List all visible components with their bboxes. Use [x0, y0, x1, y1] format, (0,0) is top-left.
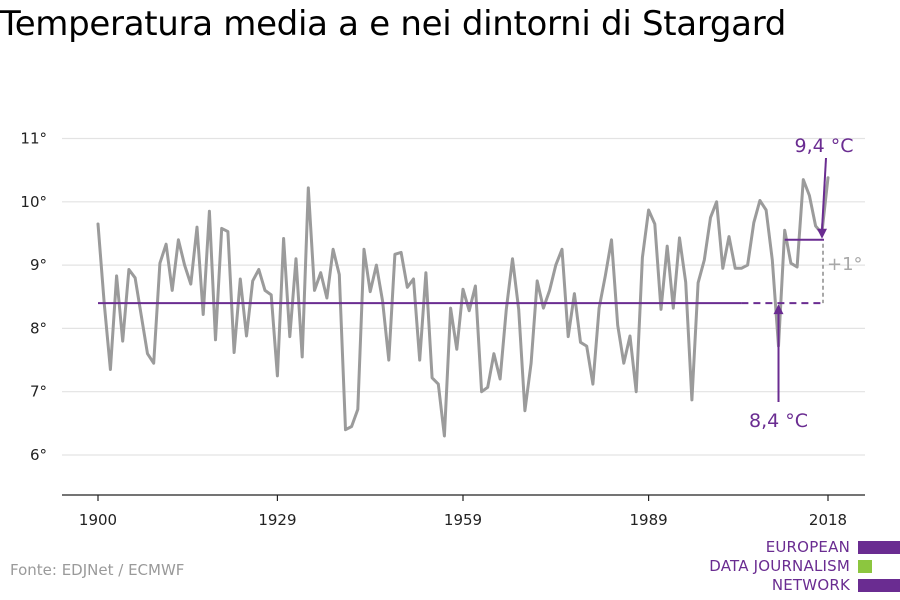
chart-title: Temperatura media a e nei dintorni di St… — [0, 4, 787, 44]
source-note: Fonte: EDJNet / ECMWF — [10, 561, 185, 579]
baseline-arrow-head — [773, 304, 784, 315]
logo-bar-purple — [858, 579, 900, 592]
y-axis-ticks: 6° 7° 8° 9° 10° 11° — [20, 130, 47, 465]
x-tick-label: 2018 — [809, 511, 847, 529]
recent-arrow-shaft — [821, 157, 827, 230]
y-tick-label: 7° — [30, 383, 47, 401]
edjnet-logo: EUROPEAN DATA JOURNALISM NETWORK — [700, 538, 900, 600]
logo-text-line: DATA JOURNALISM — [709, 557, 850, 575]
y-tick-label: 10° — [20, 193, 47, 211]
y-tick-label: 6° — [30, 446, 47, 464]
recent-label: 9,4 °C — [794, 135, 853, 157]
logo-text-line: NETWORK — [771, 576, 850, 594]
x-tick-label: 1900 — [79, 511, 117, 529]
annotations: 8,4 °C 9,4 °C +1° — [98, 135, 863, 432]
x-tick-label: 1989 — [629, 511, 667, 529]
recent-arrow-head — [817, 228, 827, 239]
temperature-series — [96, 176, 830, 438]
delta-label: +1° — [827, 254, 863, 275]
baseline-label: 8,4 °C — [749, 410, 808, 432]
y-tick-label: 11° — [20, 130, 47, 148]
x-tick-label: 1959 — [444, 511, 482, 529]
y-tick-label: 9° — [30, 256, 47, 274]
x-tick-label: 1929 — [258, 511, 296, 529]
x-axis: 1900 1929 1959 1989 2018 — [62, 494, 865, 529]
grid-lines — [62, 137, 865, 456]
logo-bar-purple — [858, 541, 900, 554]
logo-text-line: EUROPEAN — [765, 538, 850, 556]
y-tick-label: 8° — [30, 319, 47, 337]
logo-bar-green — [858, 560, 872, 573]
series-line — [96, 176, 830, 438]
